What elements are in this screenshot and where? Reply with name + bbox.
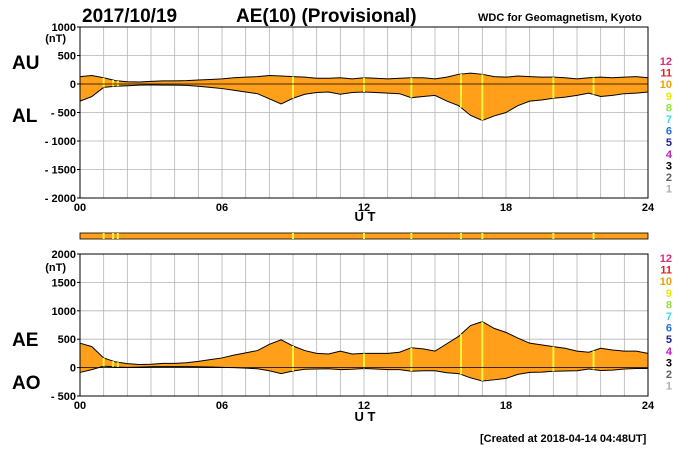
status-bar-marker bbox=[102, 233, 105, 239]
status-bar-marker bbox=[363, 233, 365, 239]
panel2-xlabel: U T bbox=[355, 409, 376, 424]
y-tick-label: 0 bbox=[70, 363, 76, 375]
x-tick-label: 12 bbox=[358, 202, 370, 214]
y-tick-label: 2000 bbox=[52, 249, 76, 261]
legend-count-label: 10 bbox=[660, 79, 672, 91]
status-bar-marker bbox=[552, 233, 555, 239]
y-tick-label: 500 bbox=[58, 51, 76, 63]
status-bar-marker bbox=[292, 233, 294, 239]
panel1-xlabel: U T bbox=[355, 209, 376, 224]
legend-count-label: 2 bbox=[666, 369, 672, 381]
legend-count-label: 3 bbox=[666, 160, 672, 172]
x-tick-label: 24 bbox=[642, 202, 655, 214]
status-bar-marker bbox=[112, 233, 115, 239]
legend-count-label: 12 bbox=[660, 56, 672, 68]
panel1-ylabel: (nT) bbox=[45, 33, 66, 45]
legend-count-label: 9 bbox=[666, 288, 672, 300]
label-ae: AE bbox=[12, 330, 38, 351]
y-tick-label: 1000 bbox=[52, 22, 76, 34]
legend-count-label: 7 bbox=[666, 311, 672, 323]
status-bar-marker bbox=[116, 233, 119, 239]
legend-count-label: 3 bbox=[666, 357, 672, 369]
legend-count-label: 5 bbox=[666, 334, 672, 346]
legend-count-label: 6 bbox=[666, 323, 672, 335]
legend-count-label: 1 bbox=[666, 381, 672, 393]
legend-count-label: 8 bbox=[666, 299, 672, 311]
legend-count-label: 4 bbox=[666, 149, 673, 161]
panel2-ylabel: (nT) bbox=[45, 262, 66, 274]
legend-count-label: 6 bbox=[666, 126, 672, 138]
y-tick-label: - 500 bbox=[51, 108, 76, 120]
x-tick-label: 18 bbox=[500, 400, 512, 412]
legend-count-label: 11 bbox=[660, 68, 672, 80]
y-tick-label: 500 bbox=[58, 334, 76, 346]
x-tick-label: 06 bbox=[216, 202, 228, 214]
y-tick-label: 1500 bbox=[52, 277, 76, 289]
plot-frame bbox=[79, 253, 649, 397]
x-tick-label: 00 bbox=[74, 400, 86, 412]
x-tick-label: 12 bbox=[358, 400, 370, 412]
legend-count-label: 4 bbox=[666, 346, 673, 358]
index-title: AE(10) (Provisional) bbox=[236, 6, 417, 27]
y-tick-label: 1000 bbox=[52, 306, 76, 318]
y-tick-label: - 1000 bbox=[45, 136, 76, 148]
status-bar-marker bbox=[481, 233, 484, 239]
legend-count-label: 10 bbox=[660, 276, 672, 288]
status-bar-marker bbox=[410, 233, 413, 239]
data-area-fill bbox=[80, 73, 648, 121]
station-status-bar bbox=[79, 232, 649, 240]
y-tick-label: - 1500 bbox=[45, 165, 76, 177]
status-bar-marker bbox=[592, 233, 595, 239]
label-al: AL bbox=[12, 106, 38, 127]
legend-count-label: 1 bbox=[666, 184, 672, 196]
label-ao: AO bbox=[12, 373, 41, 394]
x-tick-label: 00 bbox=[74, 202, 86, 214]
x-tick-label: 06 bbox=[216, 400, 228, 412]
legend-count-label: 5 bbox=[666, 137, 672, 149]
legend-count-label: 11 bbox=[660, 265, 672, 277]
legend-count-label: 2 bbox=[666, 172, 672, 184]
legend-count-label: 8 bbox=[666, 102, 672, 114]
source-label: WDC for Geomagnetism, Kyoto bbox=[478, 12, 642, 24]
data-area-fill bbox=[80, 321, 648, 381]
x-tick-label: 24 bbox=[642, 400, 655, 412]
y-tick-label: - 2000 bbox=[45, 193, 76, 205]
created-timestamp: [Created at 2018-04-14 04:48UT] bbox=[480, 433, 647, 445]
legend-count-label: 9 bbox=[666, 91, 672, 103]
date-title: 2017/10/19 bbox=[82, 6, 177, 27]
status-bar-marker bbox=[460, 233, 463, 239]
label-au: AU bbox=[12, 53, 39, 74]
legend-count-label: 12 bbox=[660, 253, 672, 265]
x-tick-label: 18 bbox=[500, 202, 512, 214]
legend-count-label: 7 bbox=[666, 114, 672, 126]
y-tick-label: - 500 bbox=[51, 391, 76, 403]
y-tick-label: 0 bbox=[70, 79, 76, 91]
